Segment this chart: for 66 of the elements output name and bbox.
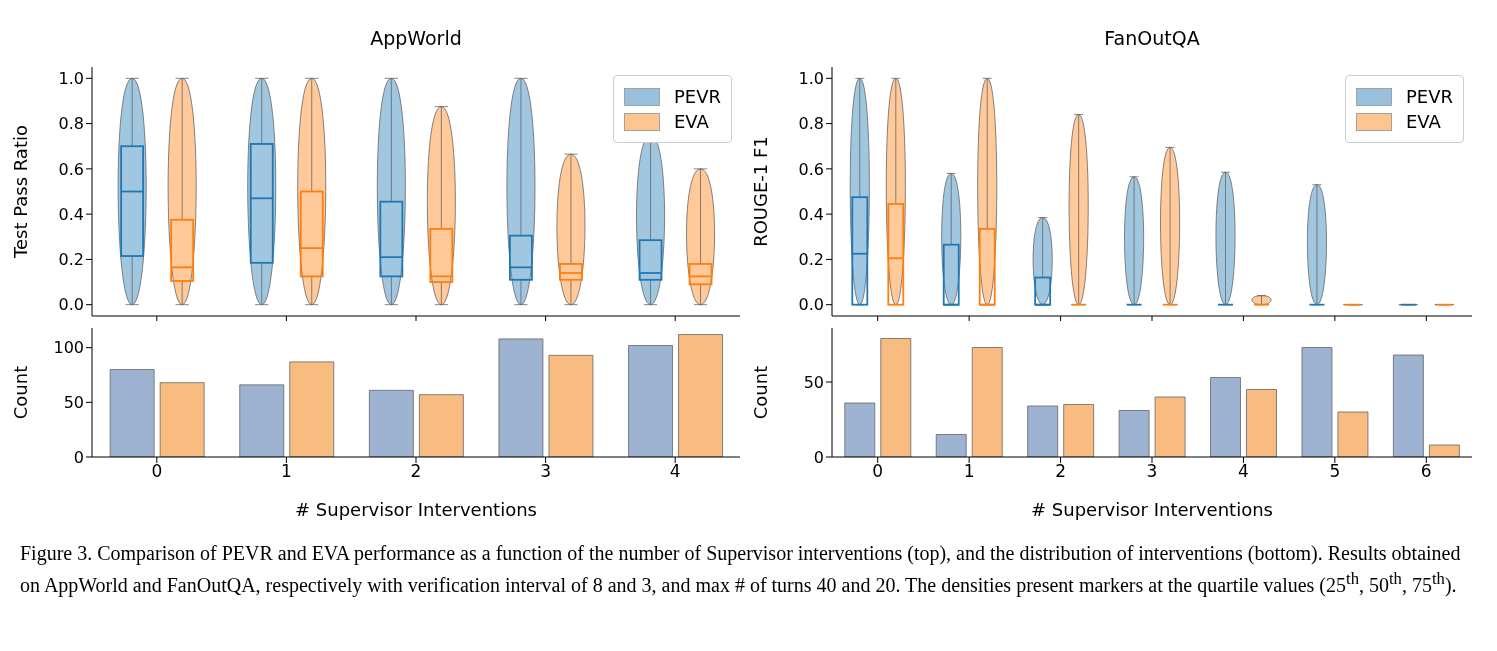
y-tick-label: 0.4: [798, 204, 824, 224]
bar: [548, 354, 594, 457]
bar: [1392, 354, 1424, 457]
y-tick-label: 0.6: [798, 159, 824, 179]
y-tick-label: 0: [813, 447, 824, 467]
bar: [678, 334, 723, 457]
y-tick-label: 0.0: [58, 295, 84, 315]
chart-title: AppWorld: [369, 27, 463, 49]
bar: [159, 382, 205, 457]
y-tick-label: 0.4: [58, 204, 84, 224]
x-tick-label: 1: [280, 461, 292, 482]
x-tick-label: 6: [1420, 461, 1432, 482]
bar: [368, 389, 414, 457]
x-tick-label: 4: [1238, 461, 1249, 482]
bar: [1428, 444, 1460, 457]
y-tick-label: 0.0: [798, 295, 824, 315]
bar: [1301, 347, 1333, 457]
y-tick-label: 1.0: [58, 69, 84, 88]
y-axis-title: ROUGE-1 F1: [750, 136, 772, 247]
y-tick-label: 50: [803, 372, 824, 392]
x-tick-label: 0: [872, 461, 884, 482]
x-axis-title: # Supervisor Interventions: [294, 499, 538, 520]
x-tick-label: 4: [669, 461, 681, 482]
bar: [880, 338, 912, 457]
legend-label: PEVR: [673, 86, 721, 107]
bar: [1246, 389, 1277, 457]
y-tick-label: 0: [73, 447, 84, 467]
x-tick-label: 0: [151, 461, 163, 482]
y-tick-label: 0.8: [798, 114, 824, 134]
y-tick-label: 0.2: [58, 250, 84, 270]
bar: [1210, 377, 1241, 457]
x-tick-label: 5: [1329, 461, 1341, 482]
bar: [1337, 411, 1369, 457]
x-tick-label: 2: [1055, 461, 1066, 482]
bar: [289, 361, 335, 457]
bar: [418, 394, 464, 457]
y-axis-title: Count: [10, 365, 32, 420]
x-tick-label: 3: [1146, 461, 1158, 482]
y-tick-label: 0.8: [58, 114, 84, 134]
bar: [628, 345, 673, 457]
legend-label: PEVR: [1405, 86, 1453, 107]
y-tick-label: 0.6: [58, 159, 84, 179]
bar: [1154, 396, 1186, 457]
bar: [239, 384, 285, 457]
y-tick-label: 1.0: [798, 69, 824, 88]
bar: [498, 338, 544, 457]
caption: Figure 3. Comparison of PEVR and EVA performance as a function of the number of Supervisor interventions (top), and the distribution of interventions (bottom). Results obtained on AppWorld and FanOutQA, respectively with verification interval of 8 and 3, and max # of turns 40 and 20. The densities present markers at the quartile values (25$^{th}$, 50$^{th}$, 75$^{th}$).: [20, 541, 1462, 598]
y-axis-title: Test Pass Ratio: [10, 125, 32, 259]
y-tick-label: 50: [63, 393, 84, 413]
bar: [844, 402, 876, 457]
y-tick-label: 100: [53, 338, 84, 358]
bar: [971, 347, 1003, 457]
bar: [1027, 405, 1059, 457]
bar: [109, 369, 155, 457]
bar: [1118, 410, 1150, 457]
x-tick-label: 2: [410, 461, 422, 482]
bar: [935, 434, 967, 457]
x-tick-label: 3: [540, 461, 552, 482]
legend-label: EVA: [1405, 111, 1441, 132]
x-axis-title: # Supervisor Interventions: [1030, 499, 1274, 520]
legend-label: EVA: [673, 111, 709, 132]
x-tick-label: 1: [963, 461, 975, 482]
y-tick-label: 0.2: [798, 250, 824, 270]
y-axis-title: Count: [750, 365, 772, 420]
bar: [1063, 404, 1095, 457]
chart-title: FanOutQA: [1103, 27, 1201, 49]
